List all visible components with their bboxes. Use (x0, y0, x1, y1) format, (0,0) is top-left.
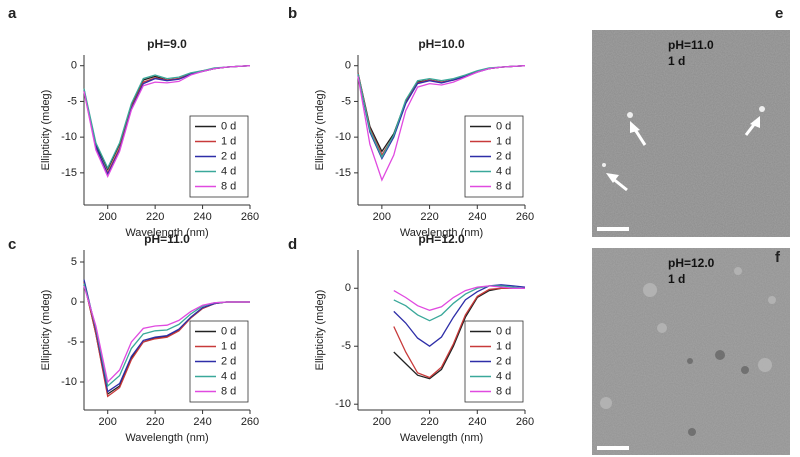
y-tick-label: 0 (345, 60, 351, 72)
legend-label: 0 d (221, 325, 236, 337)
y-tick-label: -5 (67, 336, 77, 348)
legend-label: 8 d (221, 385, 236, 397)
x-axis-label: Wavelength (nm) (125, 432, 208, 444)
x-axis-label: Wavelength (nm) (125, 227, 208, 239)
x-tick-label: 240 (468, 416, 486, 428)
x-tick-label: 200 (99, 211, 117, 223)
chart-title: pH=9.0 (147, 37, 187, 51)
data-line (83, 285, 250, 384)
y-tick-label: 0 (345, 282, 351, 294)
legend-label: 2 d (221, 150, 236, 162)
legend-label: 2 d (496, 150, 511, 162)
x-tick-label: 260 (516, 211, 534, 223)
y-tick-label: 0 (71, 296, 77, 308)
legend-label: 4 d (221, 165, 236, 177)
panel-letter: b (288, 5, 297, 22)
legend-label: 1 d (496, 340, 511, 352)
panel-letter: c (8, 236, 16, 253)
panel-letter: f (775, 249, 781, 266)
legend-label: 2 d (221, 355, 236, 367)
legend-label: 8 d (496, 385, 511, 397)
chart-title: pH=11.0 (144, 232, 190, 246)
x-tick-label: 260 (516, 416, 534, 428)
x-axis-label: Wavelength (nm) (400, 432, 483, 444)
y-tick-label: -5 (67, 95, 77, 107)
legend-label: 0 d (496, 325, 511, 337)
legend-label: 1 d (221, 135, 236, 147)
panel-letter: a (8, 5, 17, 22)
image-label: 1 d (668, 54, 685, 68)
y-tick-label: -15 (335, 167, 351, 179)
x-tick-label: 220 (146, 211, 164, 223)
legend-label: 8 d (496, 180, 511, 192)
legend-label: 4 d (496, 370, 511, 382)
data-line (357, 65, 526, 182)
panel-letter: d (288, 236, 297, 253)
data-line (393, 285, 526, 322)
image-label: pH=11.0 (668, 38, 714, 52)
x-tick-label: 240 (193, 211, 211, 223)
y-axis-label: Ellipticity (mdeg) (40, 90, 52, 171)
y-tick-label: 0 (71, 60, 77, 72)
legend-label: 4 d (221, 370, 236, 382)
legend-label: 0 d (496, 120, 511, 132)
image-label: 1 d (668, 272, 685, 286)
data-line (83, 65, 251, 178)
chart-title: pH=10.0 (418, 37, 465, 51)
image-label: pH=12.0 (668, 256, 715, 270)
legend-label: 1 d (496, 135, 511, 147)
data-line (393, 287, 525, 379)
y-axis-label: Ellipticity (mdeg) (40, 290, 52, 371)
legend-label: 2 d (496, 355, 511, 367)
y-tick-label: -10 (335, 131, 351, 143)
y-tick-label: -10 (61, 131, 77, 143)
y-tick-label: -5 (341, 95, 351, 107)
data-line (393, 284, 526, 348)
legend-label: 0 d (221, 120, 236, 132)
tem-image (592, 30, 790, 237)
y-axis-label: Ellipticity (mdeg) (314, 290, 326, 371)
x-tick-label: 240 (193, 416, 211, 428)
panel-letter: e (775, 5, 783, 22)
y-tick-label: -15 (61, 167, 77, 179)
legend-label: 8 d (221, 180, 236, 192)
x-tick-label: 260 (241, 211, 259, 223)
x-tick-label: 220 (420, 211, 438, 223)
x-tick-label: 200 (99, 416, 117, 428)
x-tick-label: 240 (468, 211, 486, 223)
x-tick-label: 220 (146, 416, 164, 428)
x-tick-label: 260 (241, 416, 259, 428)
tem-image (592, 248, 790, 455)
y-tick-label: -5 (341, 340, 351, 352)
data-line (393, 285, 525, 311)
y-tick-label: -10 (61, 376, 77, 388)
legend-label: 1 d (221, 340, 236, 352)
legend-label: 4 d (496, 165, 511, 177)
y-axis-label: Ellipticity (mdeg) (314, 90, 326, 171)
y-tick-label: -10 (335, 398, 351, 410)
chart-title: pH=12.0 (418, 232, 465, 246)
x-tick-label: 220 (420, 416, 438, 428)
x-tick-label: 200 (373, 211, 391, 223)
x-tick-label: 200 (373, 416, 391, 428)
x-axis-label: Wavelength (nm) (400, 227, 483, 239)
y-tick-label: 5 (71, 256, 77, 268)
